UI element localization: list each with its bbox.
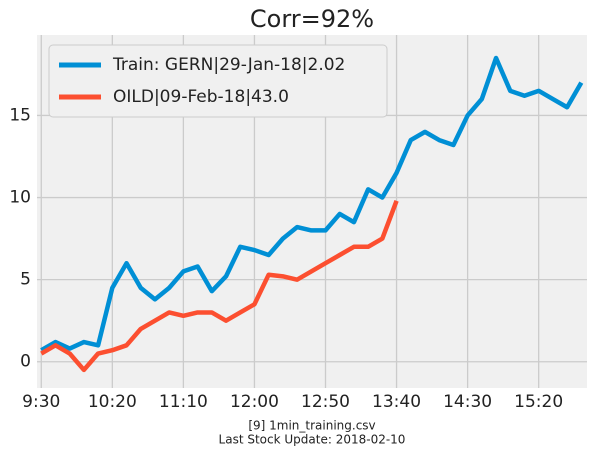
x-tick-label: 14:30 [443,392,492,412]
x-tick-label: 11:10 [159,392,208,412]
x-tick-label: 13:40 [372,392,421,412]
footnote: Last Stock Update: 2018-02-10 [219,433,406,447]
legend-label: Train: GERN|29-Jan-18|2.02 [112,55,345,75]
x-tick-label: 12:50 [301,392,350,412]
legend-box [48,44,388,118]
y-tick-label: 15 [9,105,31,125]
chart-title: Corr=92% [250,5,374,33]
x-tick-label: 15:20 [514,392,563,412]
x-tick-label: 12:00 [230,392,279,412]
y-tick-label: 5 [20,270,31,290]
y-tick-label: 10 [9,188,31,208]
y-tick-label: 0 [20,352,31,372]
legend-label: OILD|09-Feb-18|43.0 [113,87,289,107]
footnote: [9] 1min_training.csv [248,419,375,433]
x-tick-label: 9:30 [22,392,60,412]
series-line [40,200,399,373]
x-tick-label: 10:20 [88,392,137,412]
series-line [40,55,584,353]
